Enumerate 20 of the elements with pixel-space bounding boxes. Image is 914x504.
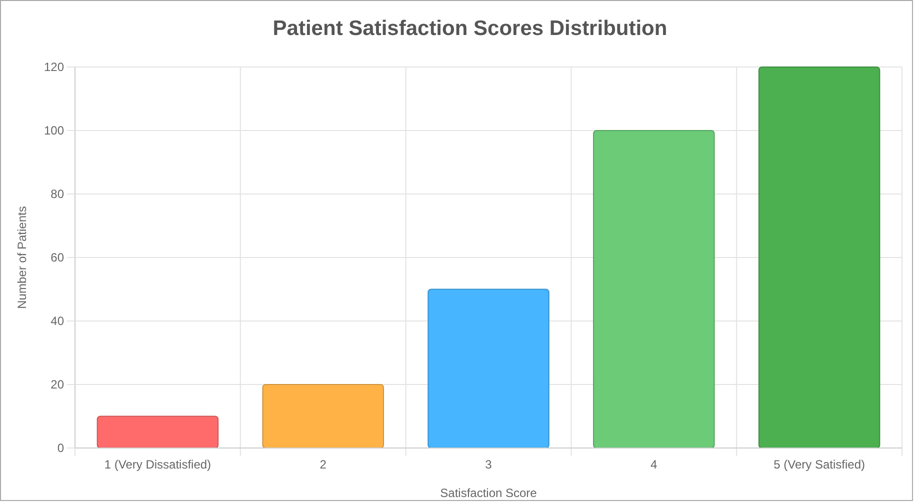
- y-tick-label: 20: [50, 377, 64, 392]
- x-tick-label: 5 (Very Satisfied): [774, 458, 865, 472]
- bar: [428, 288, 550, 448]
- y-tick-label: 80: [50, 186, 64, 201]
- bar: [758, 66, 880, 448]
- bar: [262, 384, 384, 448]
- y-tick-label: 0: [57, 440, 64, 455]
- y-tick-label: 40: [50, 314, 64, 328]
- y-tick-label: 120: [44, 60, 64, 74]
- y-tick-label: 60: [50, 250, 64, 264]
- y-axis-title: Number of Patients: [15, 206, 29, 309]
- chart-title: Patient Satisfaction Scores Distribution: [272, 17, 668, 40]
- bar: [96, 416, 219, 448]
- x-tick-label: 3: [485, 458, 492, 472]
- y-tick-label: 100: [44, 123, 64, 138]
- x-tick-label: 2: [320, 458, 327, 472]
- bar: [593, 130, 715, 448]
- x-tick-label: 1 (Very Dissatisfied): [104, 458, 212, 472]
- x-tick-label: 4: [650, 458, 658, 472]
- x-axis-title: Satisfaction Score: [440, 486, 538, 500]
